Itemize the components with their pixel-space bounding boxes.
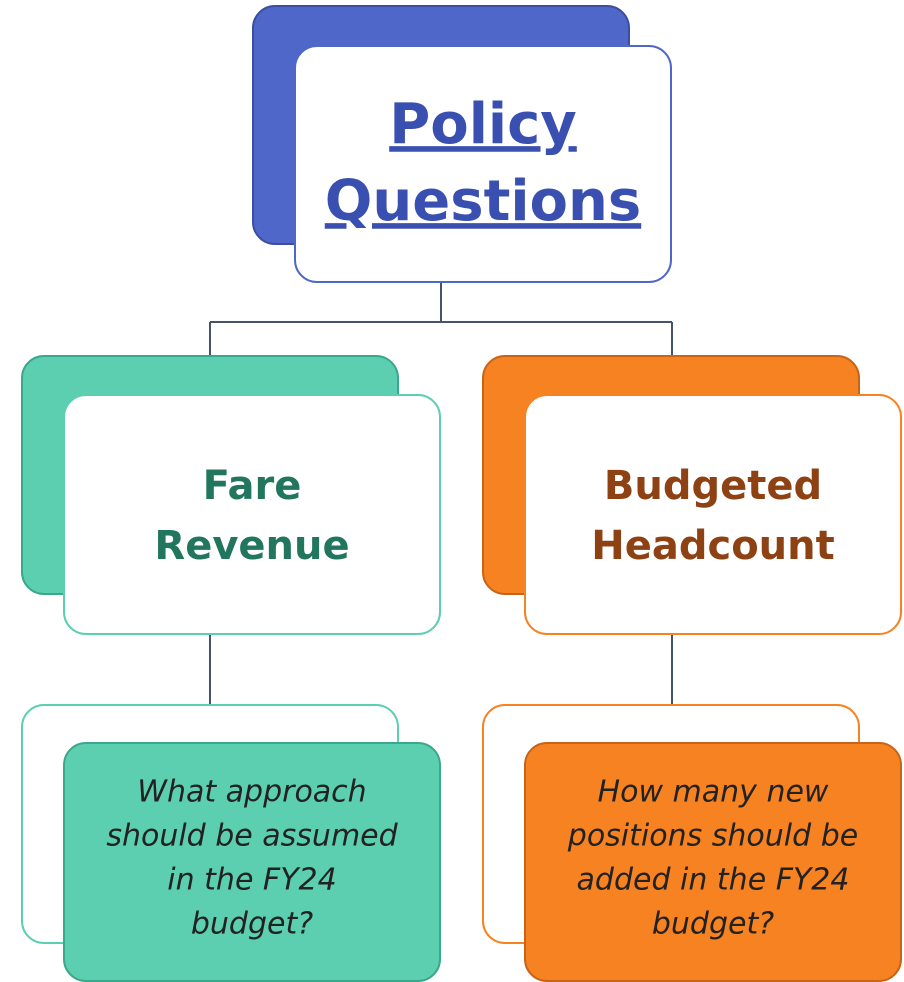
connectors — [209, 282, 673, 705]
question-text: How many new — [598, 775, 829, 810]
question-box — [524, 742, 902, 982]
root-box — [294, 45, 672, 283]
node-title: Headcount — [591, 523, 835, 569]
question-text: should be assumed — [106, 819, 398, 854]
question-text: positions should be — [567, 819, 858, 854]
question-box — [63, 742, 441, 982]
node-title: Budgeted — [604, 463, 822, 509]
question-text: budget? — [191, 907, 313, 942]
node-box — [524, 394, 902, 635]
question-text: What approach — [137, 775, 366, 810]
node-title: Revenue — [154, 523, 349, 569]
question-text: budget? — [652, 907, 774, 942]
question-text: added in the FY24 — [577, 863, 850, 898]
root-title: Questions — [325, 169, 641, 234]
root-title: Policy — [389, 92, 577, 157]
question-text: in the FY24 — [167, 863, 336, 898]
connector — [209, 282, 673, 356]
node-title: Fare — [203, 463, 302, 509]
node-box — [63, 394, 441, 635]
